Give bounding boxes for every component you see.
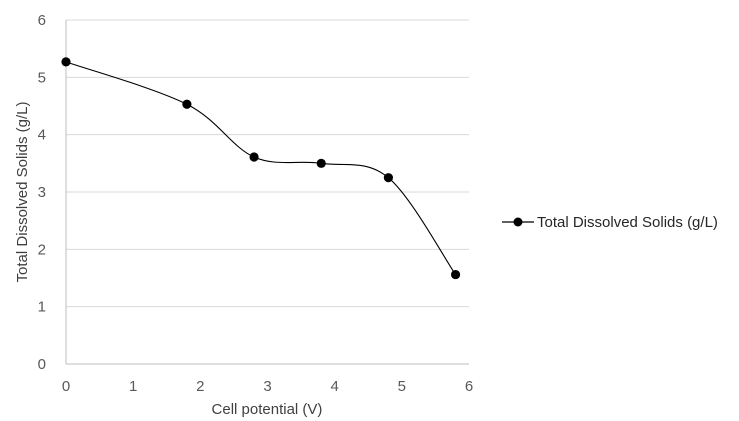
data-point-1 <box>182 99 192 109</box>
legend-dot-marker <box>513 217 523 227</box>
data-point-0 <box>61 57 71 67</box>
x-tick-labels: 0 1 2 3 4 5 6 <box>62 378 473 395</box>
x-tick-6: 6 <box>465 378 473 395</box>
axes <box>65 20 469 365</box>
y-tick-labels: 0 1 2 3 4 5 6 <box>38 12 46 373</box>
x-tick-1: 1 <box>129 378 137 395</box>
y-tick-4: 4 <box>38 127 46 144</box>
x-tick-5: 5 <box>398 378 406 395</box>
y-tick-3: 3 <box>38 184 46 201</box>
y-tick-5: 5 <box>38 69 46 86</box>
data-point-5 <box>450 269 461 280</box>
gridlines <box>66 19 469 308</box>
data-point-4 <box>383 173 393 183</box>
y-tick-1: 1 <box>38 299 46 316</box>
data-point-3 <box>316 158 326 168</box>
y-tick-6: 6 <box>38 12 46 29</box>
y-tick-0: 0 <box>38 356 46 373</box>
y-tick-2: 2 <box>38 241 46 258</box>
x-tick-4: 4 <box>330 378 338 395</box>
series-line-0 <box>65 61 457 275</box>
legend: Total Dissolved Solids (g/L) <box>502 214 718 231</box>
data-point-2 <box>249 152 259 162</box>
x-tick-2: 2 <box>196 378 204 395</box>
x-tick-3: 3 <box>263 378 271 395</box>
y-axis-title: Total Dissolved Solids (g/L) <box>14 102 31 283</box>
x-tick-0: 0 <box>62 378 70 395</box>
legend-label: Total Dissolved Solids (g/L) <box>537 214 718 231</box>
series-layer <box>61 57 461 280</box>
x-axis-title: Cell potential (V) <box>212 401 323 418</box>
